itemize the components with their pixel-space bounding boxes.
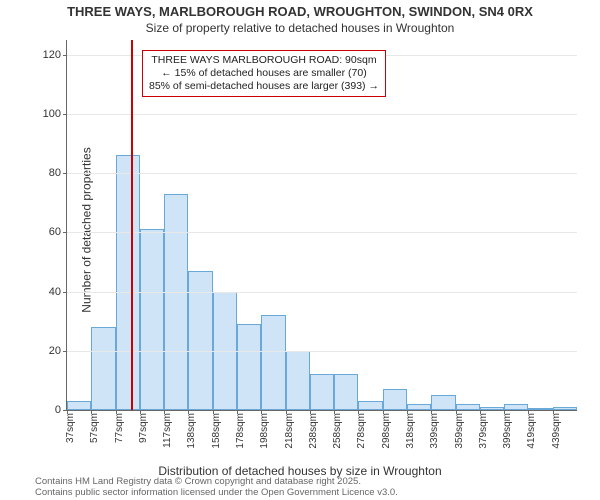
xtick-label: 258sqm <box>332 377 343 413</box>
footnote-line2: Contains public sector information licen… <box>35 488 398 498</box>
footnote-line1: Contains HM Land Registry data © Crown c… <box>35 477 398 487</box>
xtick-label: 178sqm <box>235 377 246 413</box>
xtick-label: 339sqm <box>429 377 440 413</box>
xtick-label: 198sqm <box>259 377 270 413</box>
xtick-label: 439sqm <box>551 377 562 413</box>
chart-container: THREE WAYS, MARLBOROUGH ROAD, WROUGHTON,… <box>0 0 600 500</box>
xtick-label: 97sqm <box>138 383 149 413</box>
ytick-label: 80 <box>49 167 67 179</box>
xtick-label: 138sqm <box>186 377 197 413</box>
gridline-h <box>67 292 577 293</box>
chart-title-line1: THREE WAYS, MARLBOROUGH ROAD, WROUGHTON,… <box>0 4 600 19</box>
ytick-label: 20 <box>49 345 67 357</box>
xtick-label: 359sqm <box>454 377 465 413</box>
ytick-label: 120 <box>43 49 67 61</box>
annotation-box: THREE WAYS MARLBOROUGH ROAD: 90sqm← 15% … <box>142 50 386 97</box>
footnote: Contains HM Land Registry data © Crown c… <box>35 477 398 498</box>
gridline-h <box>67 173 577 174</box>
xtick-label: 57sqm <box>89 383 100 413</box>
xtick-label: 158sqm <box>211 377 222 413</box>
gridline-h <box>67 114 577 115</box>
chart-title-line2: Size of property relative to detached ho… <box>0 21 600 35</box>
xtick-label: 77sqm <box>114 383 125 413</box>
xtick-label: 117sqm <box>162 378 173 413</box>
ytick-label: 40 <box>49 286 67 298</box>
marker-line <box>131 40 133 410</box>
gridline-h <box>67 351 577 352</box>
xtick-label: 379sqm <box>478 377 489 413</box>
plot-area: 02040608010012037sqm57sqm77sqm97sqm117sq… <box>66 40 577 411</box>
ytick-label: 100 <box>43 108 67 120</box>
annotation-line: 85% of semi-detached houses are larger (… <box>149 80 379 93</box>
xtick-label: 278sqm <box>356 377 367 413</box>
xtick-label: 399sqm <box>502 377 513 413</box>
xtick-label: 37sqm <box>65 383 76 413</box>
xtick-label: 298sqm <box>381 377 392 413</box>
xtick-label: 318sqm <box>405 377 416 413</box>
xtick-label: 238sqm <box>308 377 319 413</box>
ytick-label: 60 <box>49 226 67 238</box>
histogram-bar <box>116 155 140 410</box>
gridline-h <box>67 232 577 233</box>
annotation-line: ← 15% of detached houses are smaller (70… <box>149 67 379 80</box>
xtick-label: 218sqm <box>284 377 295 413</box>
annotation-line: THREE WAYS MARLBOROUGH ROAD: 90sqm <box>149 54 379 67</box>
xtick-label: 419sqm <box>526 377 537 413</box>
